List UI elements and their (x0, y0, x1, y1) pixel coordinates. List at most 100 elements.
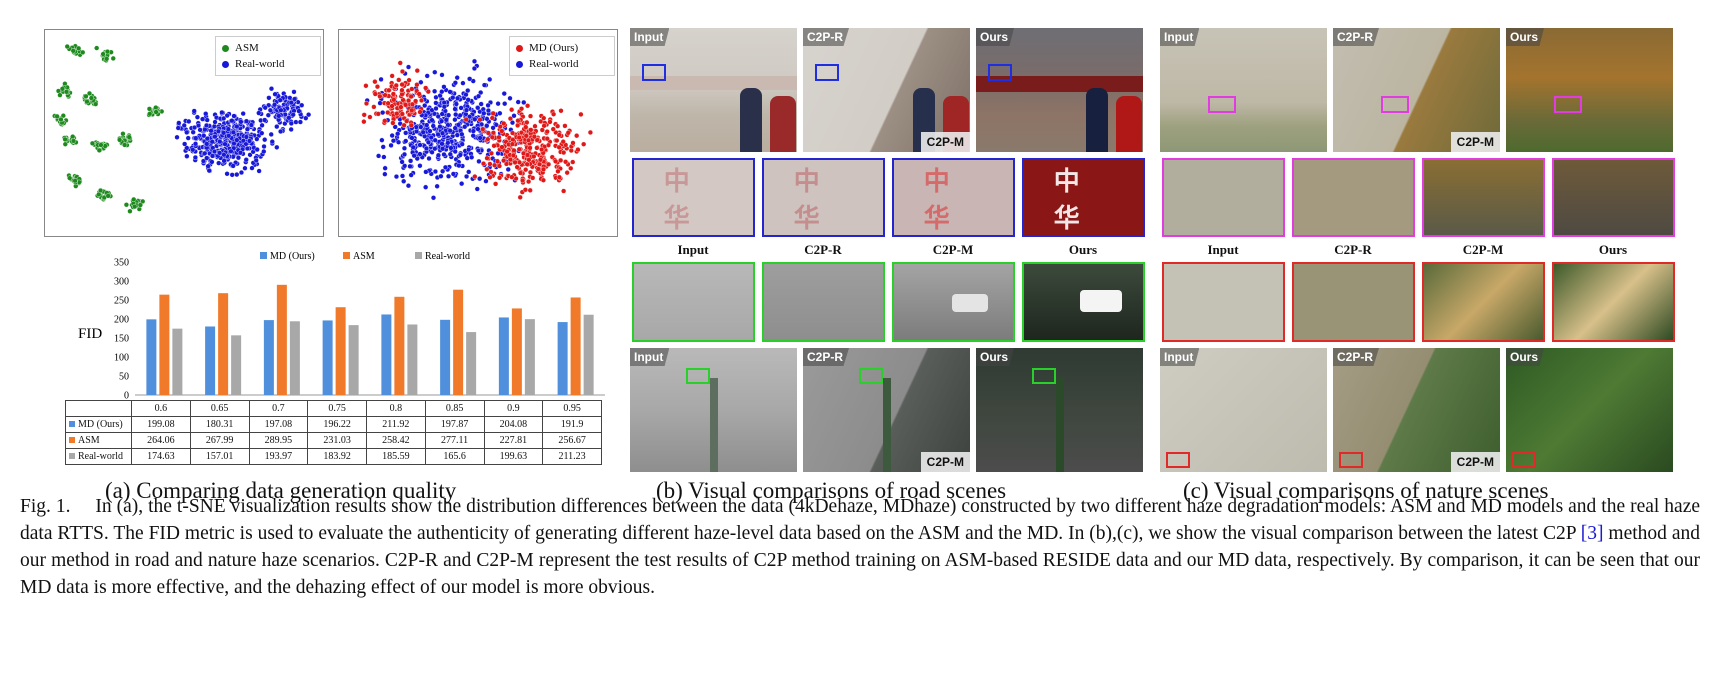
tsne-point (204, 136, 210, 142)
table-cell-value: 157.01 (189, 448, 250, 465)
tsne-point (501, 91, 507, 97)
tsne-asm-cluster (55, 81, 73, 100)
bar-md-ours (498, 317, 509, 395)
tsne-point (176, 120, 182, 126)
tsne-point (491, 162, 498, 168)
bar-md-ours (205, 326, 216, 395)
tsne-point (452, 125, 458, 131)
tsne-point (381, 154, 387, 160)
tsne-point (531, 134, 537, 140)
tsne-point (209, 139, 215, 145)
tsne-point (471, 65, 478, 72)
tsne-point (501, 120, 507, 127)
tsne-point (525, 179, 532, 185)
tsne-point (456, 162, 462, 169)
tsne-point (433, 100, 439, 106)
tsne-point (463, 116, 469, 123)
tsne-point (484, 155, 490, 161)
tsne-point (382, 165, 388, 171)
tsne-point (286, 115, 292, 121)
tsne-point (448, 145, 454, 151)
tsne-point (477, 176, 483, 182)
tsne-point (432, 137, 438, 143)
tsne-asm-cluster (82, 90, 99, 107)
nature-terrain-crop-c2p-r (1292, 262, 1415, 342)
tsne-point (497, 175, 503, 181)
tsne-point (578, 111, 584, 117)
citation-link[interactable]: [3] (1580, 523, 1604, 544)
table-cell-value: 204.08 (483, 416, 544, 433)
label-c2p-r: C2P-R (1333, 348, 1380, 366)
tsne-point (490, 110, 496, 116)
tsne-point (527, 169, 534, 175)
tsne-point (390, 91, 396, 97)
x-tick-label: 0.75 (307, 400, 367, 417)
tsne-point (418, 124, 424, 130)
tsne-point (435, 113, 441, 120)
tsne-point (480, 160, 487, 167)
tsne-point (485, 130, 492, 136)
tsne-point (523, 124, 529, 130)
tsne-point (243, 134, 249, 140)
tsne-point (199, 116, 206, 122)
tsne-point (562, 123, 568, 129)
tsne-point (401, 178, 407, 184)
tsne-point (560, 139, 566, 145)
tsne-point (293, 119, 299, 125)
tsne-point (561, 149, 567, 156)
tsne-asm-cluster (146, 104, 165, 118)
tsne-point (382, 118, 388, 124)
tsne-point (418, 79, 424, 85)
tsne-point (501, 157, 507, 164)
tsne-point (399, 81, 405, 88)
tsne-point (496, 134, 502, 140)
tsne-point (514, 164, 520, 170)
tsne-point (185, 135, 191, 141)
tsne-point (98, 142, 104, 148)
tsne-asm-cluster (117, 131, 133, 148)
nature-input-image: Input (1160, 28, 1327, 152)
tsne-point (530, 175, 536, 181)
tsne-point (72, 178, 78, 184)
tsne-point (247, 152, 253, 158)
tsne-point (481, 82, 488, 88)
tsne-point (490, 130, 497, 136)
tsne-point (190, 147, 196, 153)
tsne-point (392, 124, 398, 130)
table-row-md-ours: MD (Ours) 199.08 180.31 197.08 196.22 211.92 1… (65, 416, 602, 433)
tsne-point (485, 102, 491, 108)
tsne-point (209, 153, 216, 159)
nature-header-input: Input (1207, 242, 1239, 257)
bar-md-ours (146, 319, 157, 395)
table-cell-value: 199.08 (131, 416, 191, 433)
tsne-point (122, 142, 128, 148)
tsne-point (377, 93, 383, 99)
tsne-point (539, 127, 545, 133)
tsne-point (467, 76, 473, 82)
tsne-point (575, 147, 581, 153)
table-cell-value: 183.92 (307, 448, 367, 465)
road-highway-ours-image: Ours (976, 348, 1143, 472)
tsne-point (390, 120, 396, 126)
tsne-point (186, 118, 192, 125)
tsne-point (402, 163, 408, 169)
tsne-point (274, 124, 280, 130)
legend-item-asm: ASM (222, 40, 314, 56)
tsne-point (299, 102, 305, 108)
tsne-point (570, 159, 576, 165)
tsne-point (184, 153, 190, 159)
tsne-point (536, 161, 543, 167)
tsne-point (363, 83, 369, 89)
tsne-point (447, 151, 453, 157)
tsne-point (395, 139, 402, 145)
caption-part1: In (a), the t-SNE visualization results … (20, 496, 1701, 544)
fid-bar-chart: FID 0 50 100 150 200 250 300 350 MD (Ours) ASM Real… (78, 251, 605, 400)
tsne-point (556, 144, 562, 150)
y-tick-label: 150 (114, 334, 129, 345)
tsne-point (459, 141, 465, 147)
tsne-point (409, 135, 415, 141)
tsne-point (429, 149, 435, 155)
tsne-point (478, 101, 484, 107)
tsne-point (413, 124, 419, 130)
tsne-point (510, 152, 517, 158)
